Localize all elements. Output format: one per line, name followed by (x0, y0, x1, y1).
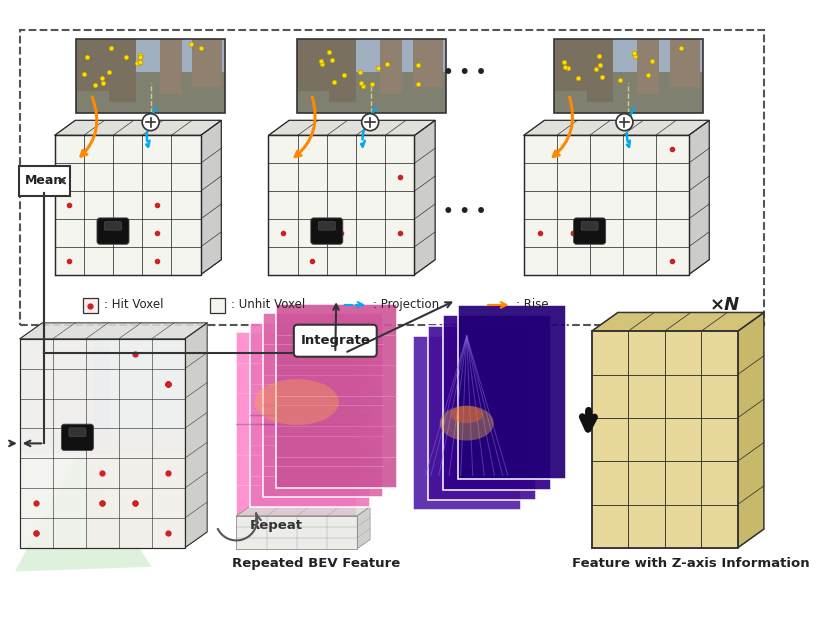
Ellipse shape (440, 406, 494, 440)
Bar (276, 304, 396, 488)
FancyBboxPatch shape (83, 298, 98, 314)
Bar (263, 314, 384, 497)
Bar (428, 326, 536, 500)
Polygon shape (269, 120, 435, 136)
Bar (76, 39, 225, 80)
Ellipse shape (301, 136, 381, 191)
Bar (297, 72, 446, 113)
Text: Repeated BEV Feature: Repeated BEV Feature (232, 557, 400, 570)
Bar (637, 39, 659, 94)
Text: : Unhit Voxel: : Unhit Voxel (231, 298, 305, 312)
FancyBboxPatch shape (97, 218, 129, 244)
Bar (670, 39, 700, 87)
Bar (523, 136, 689, 275)
Polygon shape (201, 120, 222, 275)
FancyBboxPatch shape (318, 221, 335, 230)
Text: Repeat: Repeat (250, 519, 303, 532)
Ellipse shape (88, 142, 182, 212)
Ellipse shape (84, 139, 157, 188)
Bar (76, 72, 225, 113)
Text: : Projection: : Projection (373, 298, 439, 312)
Bar (297, 39, 446, 80)
Text: Feature with Z-axis Information: Feature with Z-axis Information (572, 557, 810, 570)
Polygon shape (94, 339, 184, 454)
Bar (76, 39, 109, 91)
Bar (554, 39, 586, 91)
Polygon shape (523, 120, 710, 136)
Polygon shape (738, 312, 764, 548)
FancyBboxPatch shape (104, 221, 122, 230)
Ellipse shape (255, 379, 339, 425)
Bar (250, 323, 370, 506)
FancyBboxPatch shape (294, 324, 377, 356)
Bar (413, 336, 521, 510)
Polygon shape (15, 454, 151, 572)
Bar (413, 39, 442, 87)
Text: : Hit Voxel: : Hit Voxel (103, 298, 163, 312)
Bar (269, 136, 414, 275)
Bar (554, 39, 703, 113)
Bar (297, 39, 446, 113)
Bar (297, 39, 329, 91)
Text: : Rise: : Rise (516, 298, 549, 312)
Text: • • •: • • • (442, 203, 486, 221)
Polygon shape (237, 506, 370, 516)
FancyBboxPatch shape (19, 166, 69, 196)
Bar (237, 516, 357, 549)
Bar (160, 39, 182, 94)
Ellipse shape (451, 406, 483, 423)
Bar (20, 339, 184, 548)
Bar (586, 39, 614, 102)
Bar (554, 72, 703, 113)
Bar (554, 39, 703, 80)
Bar (442, 316, 551, 490)
Ellipse shape (290, 140, 393, 209)
FancyBboxPatch shape (210, 298, 225, 314)
Polygon shape (357, 506, 370, 549)
Bar (76, 39, 225, 113)
Circle shape (361, 114, 379, 131)
FancyBboxPatch shape (574, 218, 605, 244)
Bar (458, 305, 566, 479)
Polygon shape (20, 339, 110, 454)
Polygon shape (20, 323, 208, 339)
Bar (329, 39, 356, 102)
FancyBboxPatch shape (311, 218, 343, 244)
Polygon shape (86, 433, 184, 548)
Polygon shape (414, 120, 435, 275)
Bar (380, 39, 403, 94)
Bar (55, 136, 201, 275)
FancyBboxPatch shape (581, 221, 598, 230)
Ellipse shape (639, 146, 689, 195)
Text: ×N: ×N (710, 296, 739, 314)
Bar (193, 39, 222, 87)
Bar (237, 332, 357, 516)
Circle shape (142, 114, 159, 131)
Polygon shape (689, 120, 710, 275)
Circle shape (616, 114, 633, 131)
FancyBboxPatch shape (69, 428, 86, 436)
Text: Integrate: Integrate (300, 334, 370, 348)
Bar (591, 332, 738, 548)
Ellipse shape (586, 156, 676, 240)
Text: • • •: • • • (442, 64, 486, 82)
Polygon shape (55, 120, 222, 136)
Polygon shape (184, 323, 208, 548)
Text: Mean: Mean (25, 174, 64, 187)
FancyBboxPatch shape (61, 424, 93, 451)
Polygon shape (591, 312, 764, 332)
Bar (109, 39, 136, 102)
